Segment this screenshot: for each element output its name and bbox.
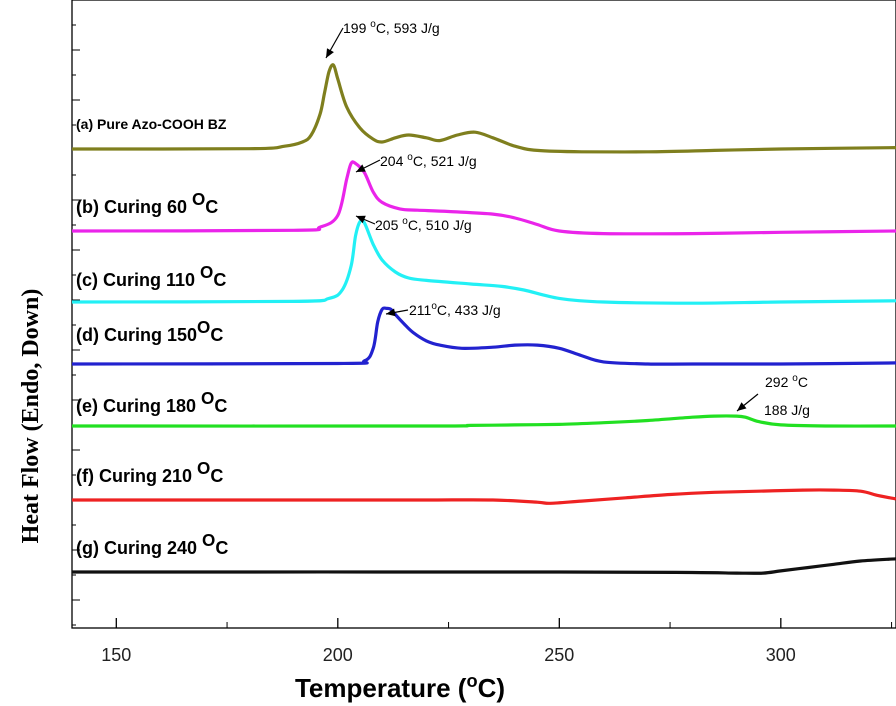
series-layer	[71, 63, 896, 575]
peak-annotation: 188 J/g	[764, 402, 810, 418]
peak-annotation: 204 oC, 521 J/g	[380, 152, 477, 169]
series-label: (d) Curing 150OC	[76, 318, 223, 345]
plot-frame	[71, 0, 896, 629]
x-tick-label: 200	[323, 645, 353, 665]
series-line	[71, 63, 896, 154]
annotation-arrowhead	[326, 48, 334, 58]
series-line	[71, 414, 896, 428]
series-label-layer: (a) Pure Azo-COOH BZ (b) Curing 60 OC (c) …	[76, 116, 228, 558]
series-label: (e) Curing 180 OC	[76, 389, 227, 416]
peak-annotation: 199 oC, 593 J/g	[343, 19, 440, 36]
series-label: (c) Curing 110 OC	[76, 263, 226, 290]
series-line	[71, 488, 896, 505]
annotation-arrowhead	[386, 308, 396, 317]
series-line	[71, 218, 896, 305]
x-axis-title: Temperature (oC)	[295, 671, 505, 703]
x-tick-label: 250	[544, 645, 574, 665]
peak-annotation: 211oC, 433 J/g	[409, 301, 501, 318]
annotation-arrowhead	[356, 215, 366, 224]
series-label: (b) Curing 60 OC	[76, 190, 218, 217]
annotation-arrowhead	[356, 164, 366, 172]
annotation-layer: 199 oC, 593 J/g 204 oC, 521 J/g 205 oC, 51…	[325, 19, 810, 418]
x-axis: 150 200 250 300	[101, 618, 893, 665]
y-axis-title: Heat Flow (Endo, Down)	[18, 289, 44, 544]
x-tick-label: 300	[766, 645, 796, 665]
series-line	[71, 557, 896, 575]
series-label: (g) Curing 240 OC	[76, 531, 228, 558]
peak-annotation: 292 oC	[765, 373, 808, 390]
peak-annotation: 205 oC, 510 J/g	[375, 216, 472, 233]
series-line	[71, 160, 896, 236]
series-label: (f) Curing 210 OC	[76, 459, 223, 486]
annotation-arrowhead	[737, 402, 747, 411]
series-label: (a) Pure Azo-COOH BZ	[76, 116, 227, 132]
series-line	[71, 306, 896, 366]
x-tick-label: 150	[101, 645, 131, 665]
